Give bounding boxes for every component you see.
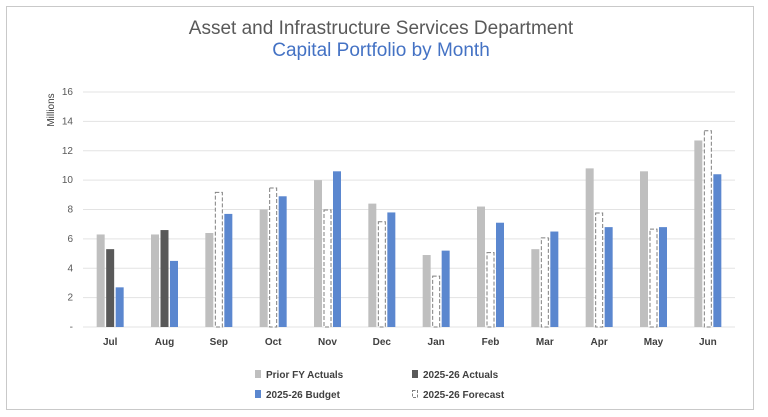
bar-feb-prior-fy-actuals: [477, 206, 485, 327]
bar-jun-2025-26-budget: [713, 174, 722, 327]
gridlines: [83, 91, 735, 328]
x-category-label: Feb: [482, 337, 500, 348]
bar-jun-2025-26-forecast: [703, 130, 712, 328]
bar-apr-prior-fy-actuals: [585, 168, 594, 327]
y-tick-label: -: [70, 322, 73, 333]
bar-dec-2025-26-forecast: [377, 221, 386, 328]
bar-nov-2025-26-budget: [333, 171, 341, 327]
legend: Prior FY Actuals 2025-26 Actuals 2025-26 B…: [255, 370, 505, 401]
bar-jul-prior-fy-actuals: [96, 234, 105, 327]
legend-label: 2025-26 Budget: [266, 390, 341, 401]
x-categories: Jul Aug Sep Oct Nov Dec Jan Feb Mar Apr May Jun: [103, 337, 717, 348]
bar-jul-2025-26-budget: [115, 287, 124, 327]
bar-may-2025-26-forecast: [649, 228, 658, 328]
bar-sep-2025-26-forecast: [214, 191, 223, 328]
legend-label: 2025-26 Forecast: [423, 390, 505, 401]
x-category-label: Aug: [155, 337, 174, 348]
bar-nov-prior-fy-actuals: [314, 180, 322, 327]
y-ticks: - 2 4 6 8 10 12 14 16: [62, 87, 74, 333]
x-category-label: Dec: [373, 337, 392, 348]
bar-jan-2025-26-forecast: [432, 275, 441, 328]
y-tick-label: 2: [67, 293, 73, 304]
legend-label: Prior FY Actuals: [266, 370, 344, 381]
x-category-label: Oct: [265, 337, 282, 348]
x-category-label: Jan: [428, 337, 445, 348]
bar-feb-2025-26-forecast: [486, 252, 495, 328]
y-tick-label: 14: [62, 116, 74, 127]
chart-subtitle: Capital Portfolio by Month: [272, 40, 490, 61]
bar-aug-2025-26-budget: [170, 260, 178, 327]
y-tick-label: 4: [67, 263, 73, 274]
y-tick-label: 8: [67, 205, 73, 216]
bar-aug-prior-fy-actuals: [151, 234, 159, 327]
y-tick-label: 12: [62, 146, 74, 157]
bar-apr-2025-26-forecast: [595, 212, 604, 328]
y-tick-label: 6: [67, 234, 73, 245]
chart-svg: Asset and Infrastructure Services Depart…: [46, 18, 735, 401]
chart-frame: Asset and Infrastructure Services Depart…: [6, 6, 754, 410]
x-category-label: Sep: [210, 337, 228, 348]
bar-oct-2025-26-forecast: [269, 187, 278, 328]
y-tick-label: 16: [62, 87, 74, 98]
bar-aug-2025-26-actuals: [160, 230, 169, 327]
x-category-label: Jun: [699, 337, 717, 348]
x-category-label: Nov: [318, 337, 337, 348]
bar-dec-2025-26-budget: [387, 212, 396, 327]
bar-may-prior-fy-actuals: [640, 171, 648, 327]
chart-title: Asset and Infrastructure Services Depart…: [189, 18, 574, 39]
bar-feb-2025-26-budget: [496, 222, 504, 327]
bar-jun-prior-fy-actuals: [694, 140, 703, 327]
bar-mar-2025-26-forecast: [540, 237, 549, 328]
legend-swatch: [412, 390, 418, 398]
bar-mar-prior-fy-actuals: [531, 249, 540, 327]
x-category-label: Apr: [591, 337, 608, 348]
bar-nov-2025-26-forecast: [323, 209, 332, 328]
bar-oct-2025-26-budget: [278, 196, 287, 327]
y-tick-label: 10: [62, 175, 74, 186]
bar-jul-2025-26-actuals: [106, 249, 115, 327]
legend-swatch: [255, 370, 261, 378]
bar-jan-prior-fy-actuals: [422, 255, 431, 327]
bar-may-2025-26-budget: [659, 227, 667, 327]
bar-mar-2025-26-budget: [550, 231, 559, 327]
bar-oct-prior-fy-actuals: [259, 209, 268, 327]
bar-apr-2025-26-budget: [604, 227, 613, 327]
legend-swatch: [412, 370, 418, 378]
bar-sep-prior-fy-actuals: [205, 233, 214, 327]
bars: [96, 130, 722, 328]
x-category-label: Mar: [536, 337, 554, 348]
bar-dec-prior-fy-actuals: [368, 203, 377, 327]
x-category-label: May: [644, 337, 664, 348]
x-category-label: Jul: [103, 337, 118, 348]
y-axis-label: Millions: [46, 93, 57, 126]
legend-label: 2025-26 Actuals: [423, 370, 499, 381]
bar-jan-2025-26-budget: [441, 250, 450, 327]
legend-swatch: [255, 390, 261, 398]
bar-sep-2025-26-budget: [224, 213, 233, 327]
